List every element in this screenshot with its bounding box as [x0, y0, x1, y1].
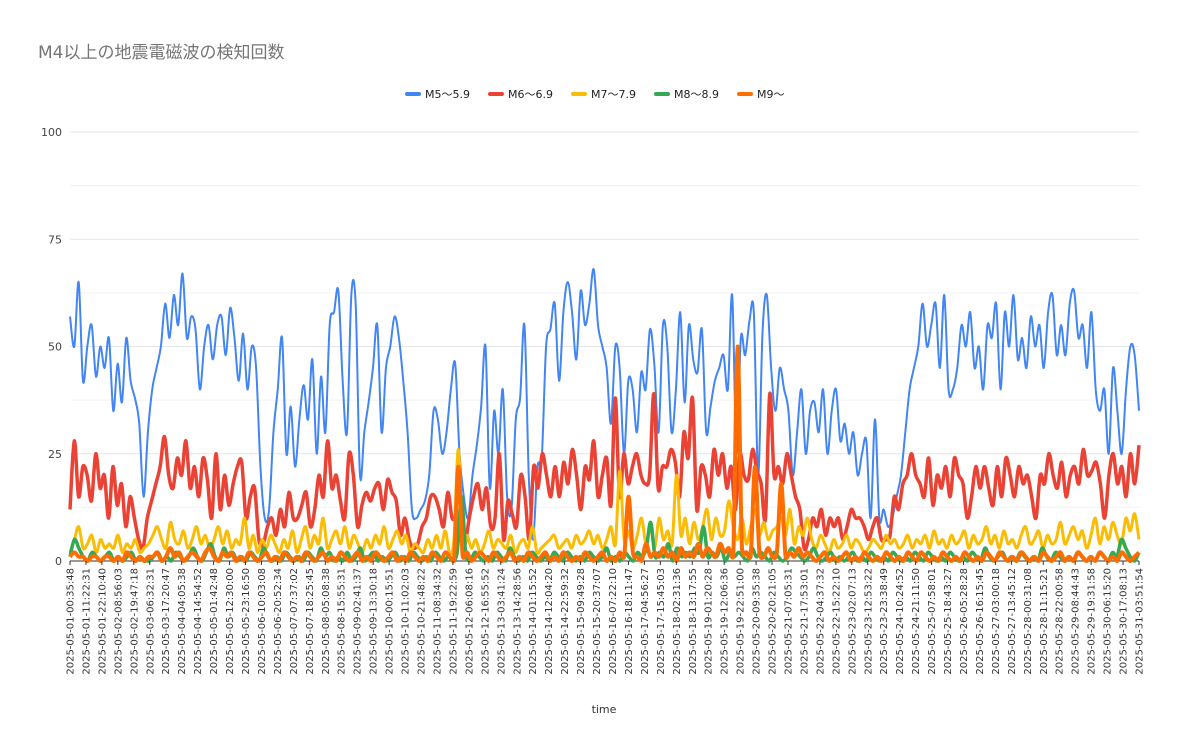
y-tick-label: 25 [48, 448, 62, 461]
x-tick-label: 2025-05-29-08:44:43 [1071, 568, 1082, 675]
x-tick-label: 2025-05-06-10:03:08 [257, 568, 268, 675]
x-tick-label: 2025-05-30-06:15:20 [1103, 568, 1114, 675]
x-tick-label: 2025-05-02-08:56:03 [113, 568, 124, 675]
x-tick-label: 2025-05-21-07:05:31 [783, 568, 794, 675]
x-tick-label: 2025-05-27-03:00:18 [991, 568, 1002, 675]
x-tick-label: 2025-05-11-08:34:32 [432, 568, 443, 675]
y-tick-label: 100 [41, 126, 62, 139]
x-tick-label: 2025-05-20-09:35:38 [752, 568, 763, 675]
x-tick-label: 2025-05-12-16:55:52 [480, 568, 491, 675]
x-tick-label: 2025-05-15-09:49:28 [576, 568, 587, 675]
x-tick-label: 2025-05-13-03:41:24 [496, 568, 507, 675]
x-tick-label: 2025-05-17-04:56:27 [640, 568, 651, 675]
x-tick-label: 2025-05-22-15:22:10 [831, 568, 842, 675]
x-tick-label: 2025-05-10-00:15:51 [385, 568, 396, 675]
y-tick-label: 0 [55, 555, 62, 568]
x-tick-label: 2025-05-25-07:58:01 [927, 568, 938, 675]
x-tick-label: 2025-05-27-13:45:12 [1007, 568, 1018, 675]
x-tick-label: 2025-05-24-10:24:52 [895, 568, 906, 675]
x-axis-ticks: 2025-05-01-00:35:48 2025-05-01-11:22:31 20… [66, 561, 1146, 675]
x-tick-label: 2025-05-14-12:04:20 [544, 568, 555, 675]
x-tick-label: 2025-05-13-14:28:56 [512, 568, 523, 675]
series-layer [68, 268, 1141, 563]
x-tick-label: 2025-05-25-18:43:27 [943, 568, 954, 675]
x-tick-label: 2025-05-09-13:30:18 [369, 568, 380, 675]
x-tick-label: 2025-05-28-00:31:08 [1023, 568, 1034, 675]
x-tick-label: 2025-05-19-01:20:28 [704, 568, 715, 675]
legend-item-5[interactable]: M9〜 [737, 88, 785, 101]
legend-item-2[interactable]: M6〜6.9 [488, 88, 553, 101]
legend-label: M9〜 [757, 88, 785, 101]
x-tick-label: 2025-05-23-12:53:22 [863, 568, 874, 675]
x-tick-label: 2025-05-01-22:10:40 [97, 568, 108, 675]
series-line-5 [68, 344, 1141, 563]
x-tick-label: 2025-05-18-13:17:55 [688, 568, 699, 675]
x-tick-label: 2025-05-23-02:07:13 [847, 568, 858, 675]
legend-label: M7〜7.9 [591, 88, 636, 101]
x-tick-label: 2025-05-30-17:08:13 [1119, 568, 1130, 675]
x-tick-label: 2025-05-14-01:15:52 [528, 568, 539, 675]
x-tick-label: 2025-05-01-11:22:31 [81, 568, 92, 675]
x-tick-label: 2025-05-01-00:35:48 [66, 568, 77, 675]
x-tick-label: 2025-05-16-07:22:10 [608, 568, 619, 675]
x-tick-label: 2025-05-08-15:55:31 [337, 568, 348, 675]
x-tick-label: 2025-05-28-11:15:21 [1039, 568, 1050, 675]
x-tick-label: 2025-05-26-05:28:28 [959, 568, 970, 675]
y-axis-ticks: 0 25 50 75 100 [41, 126, 62, 568]
x-tick-label: 2025-05-02-19:47:18 [129, 568, 140, 675]
x-tick-label: 2025-05-11-19:22:59 [448, 568, 459, 675]
x-tick-label: 2025-05-17-15:45:03 [656, 568, 667, 675]
x-tick-label: 2025-05-23-23:38:49 [879, 568, 890, 675]
x-tick-label: 2025-05-04-14:54:52 [193, 568, 204, 675]
legend-item-3[interactable]: M7〜7.9 [571, 88, 636, 101]
x-tick-label: 2025-05-05-23:16:50 [241, 568, 252, 675]
x-tick-label: 2025-05-28-22:00:58 [1055, 568, 1066, 675]
series-line-1 [69, 268, 1140, 541]
legend: M5〜5.9 M6〜6.9 M7〜7.9 M8〜8.9 M9〜 [405, 88, 785, 101]
x-tick-label: 2025-05-08-05:08:38 [321, 568, 332, 675]
x-tick-label: 2025-05-31-03:51:54 [1135, 568, 1146, 675]
x-tick-label: 2025-05-03-06:32:31 [145, 568, 156, 675]
legend-label: M8〜8.9 [674, 88, 719, 101]
series-line-3 [68, 447, 1141, 556]
x-tick-label: 2025-05-09-02:41:37 [353, 568, 364, 675]
x-axis-title: time [592, 703, 617, 716]
x-tick-label: 2025-05-04-04:05:38 [177, 568, 188, 675]
x-tick-label: 2025-05-19-22:51:00 [736, 568, 747, 675]
x-tick-label: 2025-05-10-21:48:22 [417, 568, 428, 675]
x-tick-label: 2025-05-15-20:37:07 [592, 568, 603, 675]
legend-label: M6〜6.9 [508, 88, 553, 101]
x-tick-label: 2025-05-16-18:11:47 [624, 568, 635, 675]
x-tick-label: 2025-05-07-18:25:45 [305, 568, 316, 675]
x-tick-label: 2025-05-26-16:15:45 [975, 568, 986, 675]
series-line-2 [68, 391, 1141, 552]
x-tick-label: 2025-05-19-12:06:36 [720, 568, 731, 675]
legend-label: M5〜5.9 [425, 88, 470, 101]
x-tick-label: 2025-05-14-22:59:32 [560, 568, 571, 675]
x-tick-label: 2025-05-07-07:37:02 [289, 568, 300, 675]
x-tick-label: 2025-05-06-20:52:34 [273, 568, 284, 675]
y-tick-label: 50 [48, 341, 62, 354]
legend-item-4[interactable]: M8〜8.9 [654, 88, 719, 101]
x-tick-label: 2025-05-21-17:53:01 [799, 568, 810, 675]
x-tick-label: 2025-05-20-20:21:05 [768, 568, 779, 675]
x-tick-label: 2025-05-05-01:42:48 [209, 568, 220, 675]
chart-title: M4以上の地震電磁波の検知回数 [38, 43, 285, 63]
x-tick-label: 2025-05-10-11:02:03 [401, 568, 412, 675]
x-tick-label: 2025-05-12-06:08:16 [464, 568, 475, 675]
x-tick-label: 2025-05-29-19:31:58 [1087, 568, 1098, 675]
legend-item-1[interactable]: M5〜5.9 [405, 88, 470, 101]
x-tick-label: 2025-05-03-17:20:47 [161, 568, 172, 675]
x-tick-label: 2025-05-18-02:31:36 [672, 568, 683, 675]
x-tick-label: 2025-05-22-04:37:32 [815, 568, 826, 675]
x-tick-label: 2025-05-05-12:30:00 [225, 568, 236, 675]
x-tick-label: 2025-05-24-21:11:50 [911, 568, 922, 675]
y-tick-label: 75 [48, 233, 62, 246]
